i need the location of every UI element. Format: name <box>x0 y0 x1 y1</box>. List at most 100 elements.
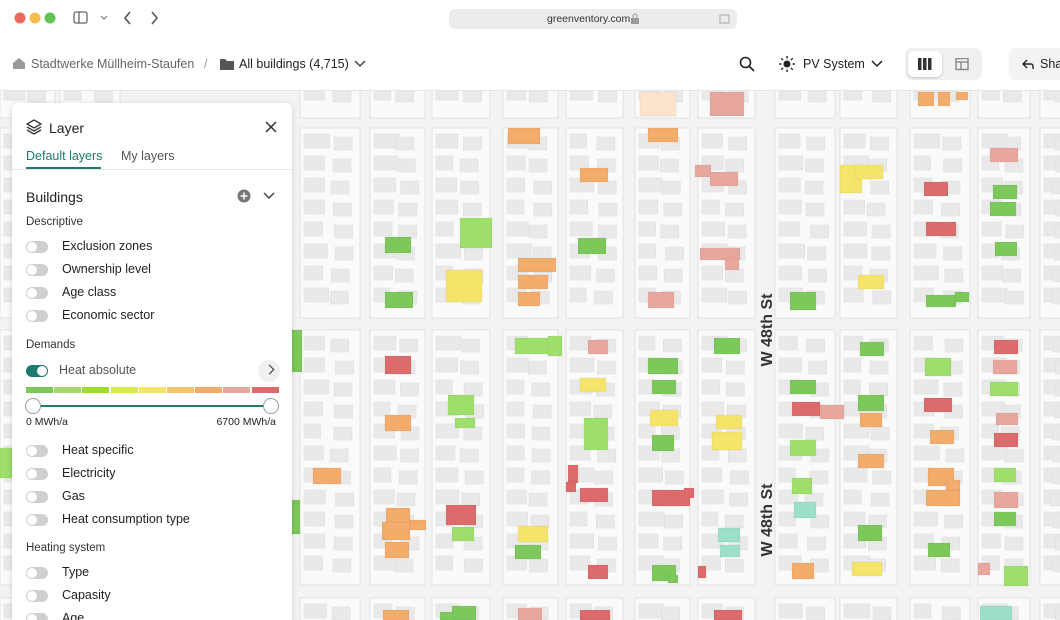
building[interactable] <box>843 199 865 215</box>
building-highlight[interactable] <box>791 562 815 580</box>
building-highlight[interactable] <box>647 127 679 143</box>
building[interactable] <box>701 199 720 215</box>
building[interactable] <box>1005 290 1024 305</box>
building[interactable] <box>63 90 82 101</box>
building-highlight[interactable] <box>639 91 677 117</box>
toggle[interactable] <box>26 468 48 480</box>
building-highlight[interactable] <box>819 404 845 420</box>
building[interactable] <box>333 536 353 551</box>
building[interactable] <box>506 199 525 215</box>
building[interactable] <box>460 180 480 195</box>
building[interactable] <box>809 470 829 485</box>
building-highlight[interactable] <box>1003 565 1029 587</box>
building[interactable] <box>843 423 870 439</box>
building[interactable] <box>395 90 415 103</box>
toggle[interactable] <box>26 514 48 526</box>
building-highlight[interactable] <box>992 184 1018 200</box>
building[interactable] <box>701 287 728 303</box>
building-highlight[interactable] <box>447 394 475 416</box>
building[interactable] <box>569 555 591 571</box>
toggle-label[interactable]: Age <box>62 611 85 620</box>
building[interactable] <box>943 382 963 397</box>
building[interactable] <box>533 180 553 195</box>
building[interactable] <box>435 243 462 259</box>
building-highlight[interactable] <box>514 544 542 560</box>
building[interactable] <box>506 511 528 527</box>
building[interactable] <box>373 133 400 149</box>
building[interactable] <box>981 90 1000 101</box>
toggle[interactable] <box>26 491 48 503</box>
building[interactable] <box>506 445 525 461</box>
building[interactable] <box>725 360 745 375</box>
toggle-label[interactable]: Heat consumption type <box>62 512 190 526</box>
building-highlight[interactable] <box>445 504 477 526</box>
breadcrumb-current[interactable]: All buildings (4,715) <box>239 57 349 71</box>
building[interactable] <box>866 202 886 217</box>
building[interactable] <box>400 448 419 463</box>
building[interactable] <box>725 202 744 217</box>
building[interactable] <box>913 155 931 171</box>
building-highlight[interactable] <box>937 91 951 107</box>
building[interactable] <box>942 136 962 151</box>
building[interactable] <box>728 136 748 151</box>
building-highlight[interactable] <box>384 541 410 559</box>
building-highlight[interactable] <box>857 453 885 469</box>
building-highlight[interactable] <box>989 201 1017 217</box>
building[interactable] <box>843 467 868 483</box>
expand-button[interactable] <box>258 360 280 382</box>
building[interactable] <box>597 448 616 463</box>
building-highlight[interactable] <box>579 487 609 503</box>
building[interactable] <box>701 133 723 149</box>
building[interactable] <box>661 180 681 195</box>
building-highlight[interactable] <box>791 477 813 495</box>
building[interactable] <box>463 382 483 397</box>
building[interactable] <box>778 467 796 483</box>
building-highlight[interactable] <box>993 491 1019 509</box>
building-highlight[interactable] <box>929 429 955 445</box>
building[interactable] <box>330 338 350 353</box>
building-highlight[interactable] <box>713 609 743 620</box>
building[interactable] <box>843 265 863 281</box>
building[interactable] <box>1002 268 1021 283</box>
building[interactable] <box>373 155 398 171</box>
building[interactable] <box>945 448 965 463</box>
building-highlight[interactable] <box>384 355 412 375</box>
slider-handle[interactable] <box>263 398 279 414</box>
building[interactable] <box>333 136 353 151</box>
building[interactable] <box>569 511 588 527</box>
building[interactable] <box>660 224 680 239</box>
building[interactable] <box>1049 492 1060 507</box>
building[interactable] <box>981 221 1002 237</box>
building[interactable] <box>806 136 826 151</box>
building[interactable] <box>913 265 939 281</box>
toggle[interactable] <box>26 567 48 579</box>
building-highlight[interactable] <box>854 164 884 180</box>
building[interactable] <box>464 558 483 573</box>
building[interactable] <box>395 136 415 151</box>
building[interactable] <box>303 90 325 101</box>
building[interactable] <box>778 511 796 527</box>
building[interactable] <box>638 603 665 619</box>
building[interactable] <box>303 423 321 439</box>
building[interactable] <box>569 90 593 101</box>
building[interactable] <box>459 158 479 173</box>
building[interactable] <box>435 379 453 395</box>
building[interactable] <box>335 360 354 375</box>
building-highlight[interactable] <box>384 236 412 254</box>
building[interactable] <box>778 265 802 281</box>
building-highlight[interactable] <box>514 337 554 355</box>
building[interactable] <box>701 379 721 395</box>
building[interactable] <box>332 558 352 573</box>
building[interactable] <box>597 360 616 375</box>
building[interactable] <box>463 90 482 103</box>
building[interactable] <box>778 177 801 193</box>
building[interactable] <box>303 221 323 237</box>
building[interactable] <box>334 404 353 419</box>
building[interactable] <box>701 265 723 281</box>
building[interactable] <box>27 90 46 103</box>
building-highlight[interactable] <box>993 432 1019 448</box>
building[interactable] <box>400 382 419 397</box>
building[interactable] <box>1005 448 1024 463</box>
building-highlight[interactable] <box>719 544 741 558</box>
building[interactable] <box>778 221 800 237</box>
